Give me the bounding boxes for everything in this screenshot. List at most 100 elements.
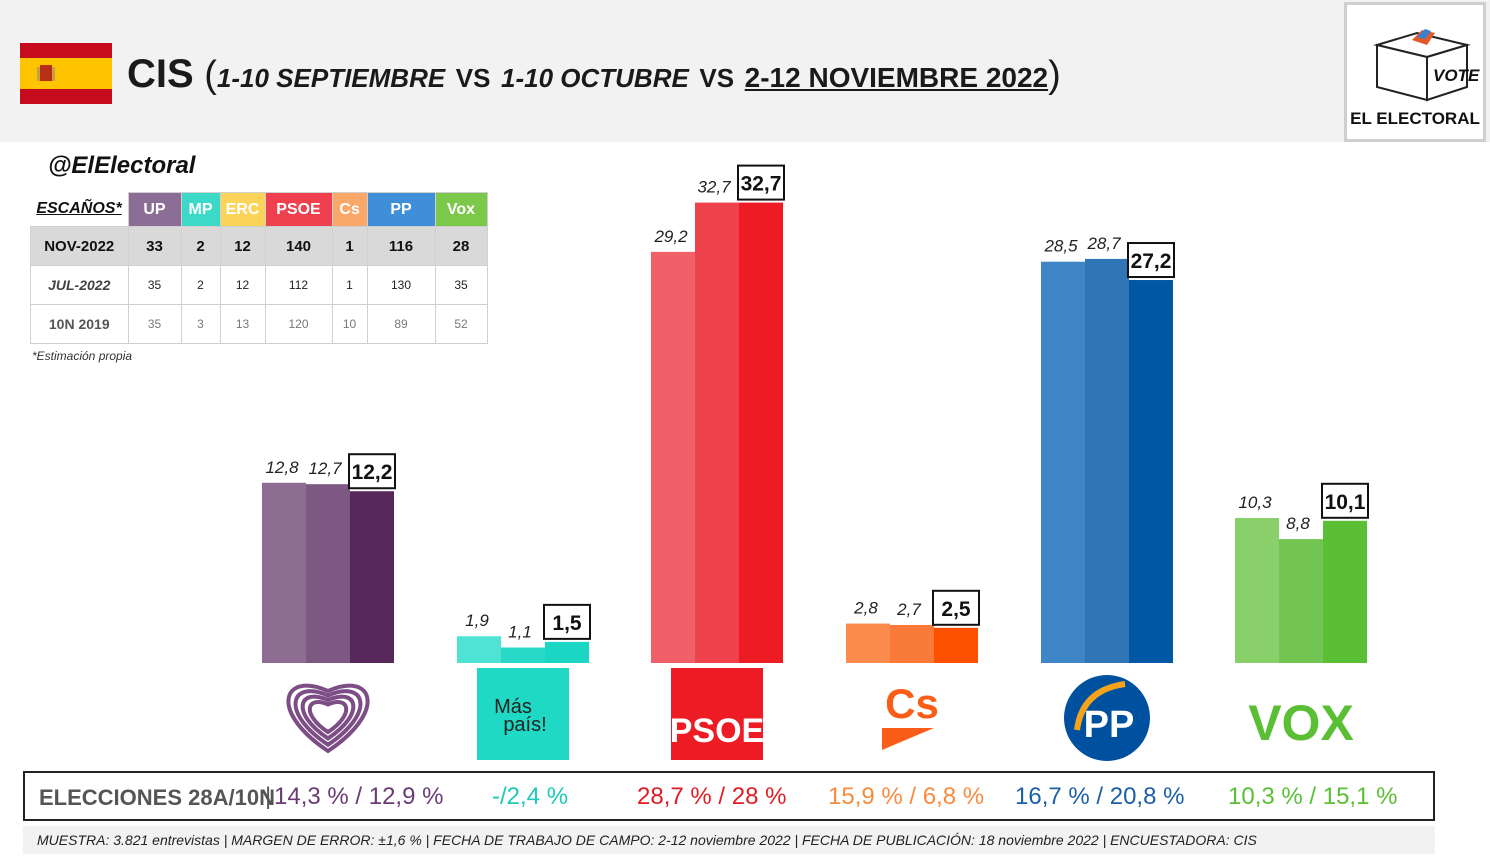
bar-value-label: 1,9 (465, 611, 489, 630)
bar-value-label: 1,5 (552, 612, 582, 635)
seats-col-vox: Vox (434, 192, 488, 227)
chart-bar (1235, 517, 1279, 663)
table-cell: 10 (331, 304, 368, 344)
table-cell: 140 (264, 226, 333, 266)
chart-bar (846, 623, 890, 663)
logo-text: PP (1084, 704, 1135, 746)
chart-bar (457, 636, 501, 663)
elections-result-cs: 15,9 % / 6,8 % (828, 783, 985, 810)
table-row: NOV-2022 33 2 12 140 1 116 28 (30, 226, 488, 266)
bar-value-box (543, 603, 591, 640)
podemos-heart-logo (300, 694, 356, 741)
podemos-heart-logo (286, 683, 370, 754)
bar-value-label: 2,7 (896, 600, 921, 619)
elections-result-pp: 16,7 % / 20,8 % (1015, 783, 1185, 810)
elections-result-up: 14,3 % / 12,9 % (274, 783, 444, 810)
pp-gull-icon (1074, 681, 1126, 731)
elections-result-mp: -/2,4 % (492, 783, 569, 810)
logo-text: Cs (885, 680, 939, 727)
bar-value-label: 12,2 (352, 461, 393, 484)
podemos-heart-logo (293, 689, 363, 748)
seats-table: ESCAÑOS* UP MP ERC PSOE Cs PP Vox NOV-20… (30, 192, 488, 344)
vote-estimate-chart: 12,8 12,7 12,2 1,9 1,1 1,5 29,2 32,7 32,7 2,8 2,7 2… (262, 164, 1369, 761)
table-cell: 12 (219, 265, 266, 305)
row-label: 10N 2019 (30, 304, 129, 344)
bar-value-box (1321, 482, 1369, 519)
mas-pais-logo (477, 668, 569, 760)
seats-col-erc: ERC (219, 192, 266, 227)
chart-bar (739, 202, 783, 664)
chart-bar (545, 641, 589, 663)
seats-col-psoe: PSOE (264, 192, 333, 227)
row-label: JUL-2022 (30, 265, 129, 305)
bar-value-label: 28,7 (1086, 234, 1121, 253)
table-cell: 13 (219, 304, 266, 344)
bar-value-label: 32,7 (741, 173, 782, 196)
bar-value-box (1127, 242, 1175, 279)
table-cell: 120 (264, 304, 333, 344)
elections-result-psoe: 28,7 % / 28 % (637, 783, 787, 810)
logo-text: PSOE (670, 712, 764, 750)
chart-bar (934, 627, 978, 663)
bar-value-label: 27,2 (1131, 250, 1172, 273)
bar-value-box (348, 453, 396, 490)
chart-bar (306, 484, 350, 663)
table-cell: 130 (366, 265, 436, 305)
svg-text:VOTE: VOTE (1433, 66, 1480, 85)
table-cell: 28 (434, 226, 488, 266)
elections-separator: | (265, 783, 272, 810)
header-band: CIS (1-10 SEPTIEMBRE VS 1-10 OCTUBRE VS … (0, 0, 1490, 142)
chart-bar (651, 251, 695, 663)
el-electoral-logo[interactable]: VOTE EL ELECTORAL (1344, 2, 1486, 142)
bar-value-label: 12,8 (265, 458, 299, 477)
seats-col-mp: MP (180, 192, 221, 227)
bar-value-label: 28,5 (1043, 237, 1078, 256)
bar-value-label: 12,7 (308, 459, 342, 478)
chart-bar (890, 624, 934, 663)
logo-brand-text: EL ELECTORAL (1350, 109, 1480, 128)
spain-flag-icon (20, 43, 112, 104)
table-row: JUL-2022 35 2 12 112 1 130 35 (30, 265, 488, 305)
chart-bar (1323, 520, 1367, 663)
footer-text: MUESTRA: 3.821 entrevistas | MARGEN DE E… (37, 832, 1257, 848)
bar-value-label: 10,3 (1238, 493, 1272, 512)
ballot-box-icon: VOTE (1373, 29, 1480, 102)
bar-value-label: 1,1 (508, 623, 532, 642)
table-cell: 89 (366, 304, 436, 344)
logo-text: Más (494, 696, 532, 718)
table-cell: 2 (180, 226, 221, 266)
elections-result-vox: 10,3 % / 15,1 % (1228, 783, 1398, 810)
elections-label: ELECCIONES 28A/10N (39, 785, 275, 810)
logo-text: VOX (1248, 695, 1354, 751)
bar-value-label: 29,2 (653, 227, 688, 246)
logo-text: país! (503, 714, 546, 736)
table-cell: 116 (366, 226, 436, 266)
pp-logo (1064, 675, 1150, 761)
table-cell: 35 (127, 265, 182, 305)
chart-bar (1129, 280, 1173, 663)
table-row: 10N 2019 35 3 13 120 10 89 52 (30, 304, 488, 344)
bar-value-label: 10,1 (1325, 491, 1366, 514)
table-cell: 3 (180, 304, 221, 344)
table-cell: 35 (127, 304, 182, 344)
table-cell: 112 (264, 265, 333, 305)
table-cell: 1 (331, 265, 368, 305)
table-cell: 35 (434, 265, 488, 305)
chart-bar (695, 202, 739, 664)
bar-value-box (737, 164, 785, 201)
cs-arrow-icon (882, 728, 934, 750)
chart-bar (1041, 261, 1085, 663)
seats-note: *Estimación propia (32, 349, 133, 363)
table-cell: 2 (180, 265, 221, 305)
bar-value-label: 2,8 (853, 599, 878, 618)
row-label: NOV-2022 (30, 226, 129, 266)
seats-table-corner: ESCAÑOS* (30, 192, 128, 227)
bar-value-label: 8,8 (1286, 514, 1310, 533)
twitter-handle: @ElElectoral (48, 152, 196, 179)
bar-value-label: 2,5 (941, 598, 971, 621)
chart-bar (1085, 258, 1129, 663)
elections-bar: ELECCIONES 28A/10N | 14,3 % / 12,9 % -/2… (23, 771, 1435, 821)
chart-bar (262, 482, 306, 663)
psoe-logo (671, 668, 763, 760)
chart-bar (350, 491, 394, 663)
